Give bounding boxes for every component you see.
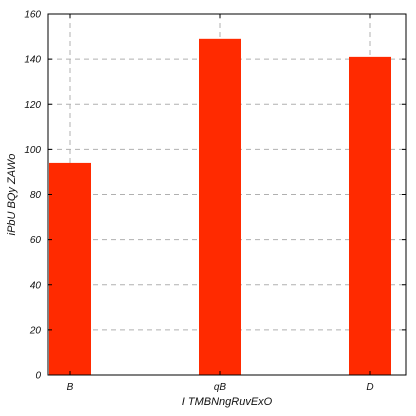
y-tick-label: 140 [24, 55, 41, 66]
tick-labels: 0 20 40 60 80 100 120 140 160 B qB D [24, 10, 373, 394]
x-tick-label: D [366, 382, 373, 393]
x-tick-label: qB [214, 382, 227, 393]
y-tick-label: 160 [24, 10, 41, 21]
bars [49, 38, 391, 376]
y-tick-label: 60 [30, 235, 42, 246]
y-axis-label: iPbU BQy ZAWo [6, 154, 18, 236]
x-tick-label: B [67, 382, 74, 393]
y-tick-label: 20 [29, 325, 42, 336]
y-tick-label: 40 [30, 280, 42, 291]
y-tick-label: 100 [24, 145, 41, 156]
y-tick-label: 120 [24, 100, 41, 111]
bar-qB [199, 38, 241, 375]
y-tick-label: 0 [35, 371, 41, 382]
bar-D [349, 56, 391, 376]
ticks [48, 13, 406, 376]
x-axis-label: I TMBNngRuvExO [182, 396, 273, 408]
y-tick-label: 80 [30, 190, 42, 201]
bar-B [49, 162, 91, 375]
